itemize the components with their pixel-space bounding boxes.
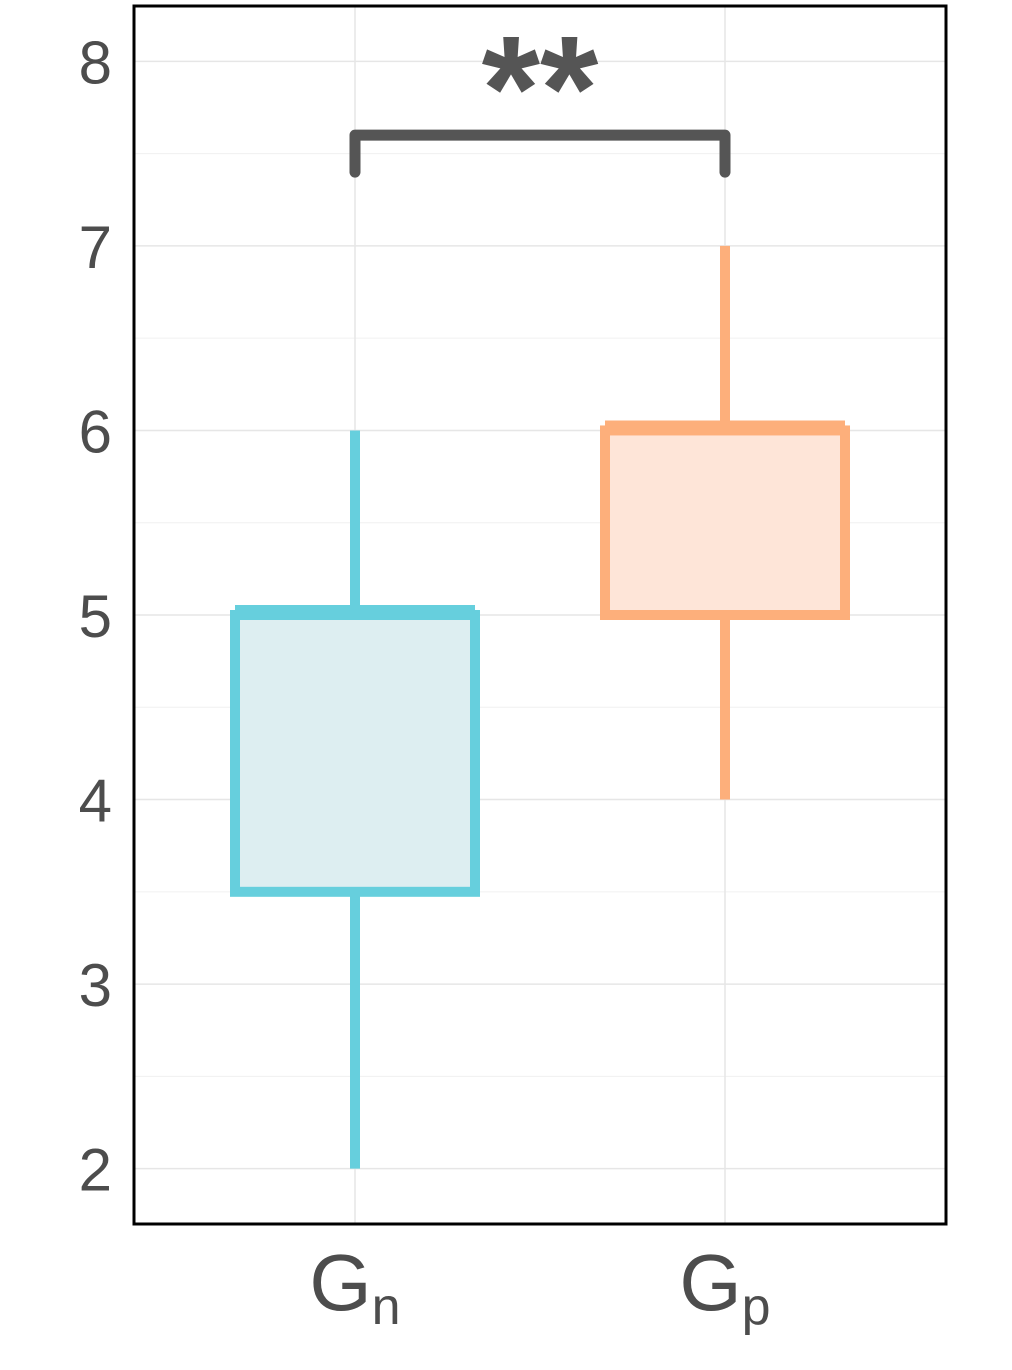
category-name: G [679,1238,741,1327]
box-group-gn [230,430,480,1169]
category-subscript: p [742,1278,771,1336]
interquartile-box [600,425,850,621]
y-tick-label: 7 [79,214,112,281]
category-subscript: n [372,1278,401,1336]
y-tick-label: 3 [79,952,112,1019]
y-tick-label: 6 [79,398,112,465]
box-group-gp [600,245,850,800]
y-tick-label: 2 [79,1137,112,1204]
x-axis-category-labels: Gn Gp [309,1238,770,1336]
interquartile-box [230,610,480,897]
category-name: G [309,1238,371,1327]
y-tick-label: 5 [79,583,112,650]
box-plot-series [230,245,850,1169]
plot-panel-border [132,4,948,1226]
y-tick-label: 4 [79,768,112,835]
x-category-label: Gn [309,1238,400,1336]
significance-annotation: ** [349,4,731,178]
x-category-label: Gp [679,1238,770,1336]
y-axis-tick-labels: 2 3 4 5 6 7 8 [79,29,112,1203]
y-tick-label: 8 [79,29,112,96]
significance-label: ** [482,4,599,172]
significance-bracket [349,129,731,178]
